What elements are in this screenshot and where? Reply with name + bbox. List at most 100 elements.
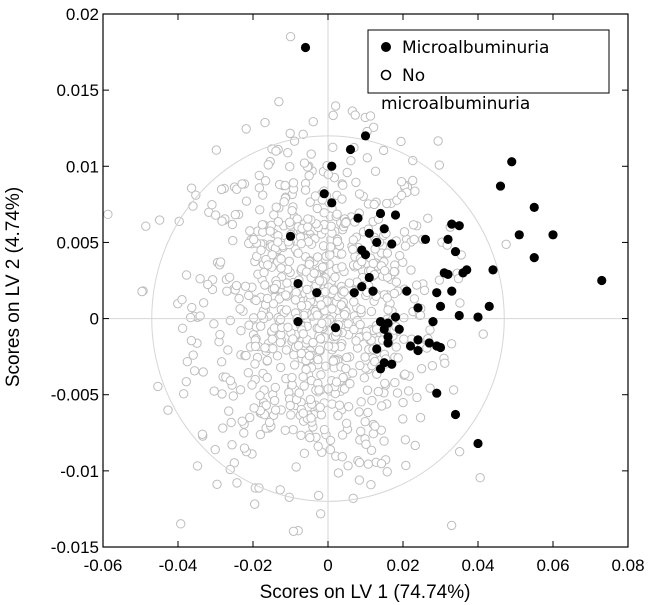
no-microalbuminuria-point xyxy=(255,429,266,440)
no-microalbuminuria-point xyxy=(290,295,301,305)
no-microalbuminuria-point xyxy=(261,400,271,410)
no-microalbuminuria-point xyxy=(344,278,355,288)
x-tick-label: -0.06 xyxy=(84,556,123,575)
no-microalbuminuria-point xyxy=(316,300,326,310)
no-microalbuminuria-point xyxy=(327,304,337,314)
microalbuminuria-point xyxy=(345,144,356,155)
no-microalbuminuria-point xyxy=(141,221,151,231)
no-microalbuminuria-point xyxy=(276,263,286,273)
no-microalbuminuria-point xyxy=(368,429,379,439)
no-microalbuminuria-point xyxy=(341,418,352,428)
microalbuminuria-point xyxy=(330,323,341,333)
no-microalbuminuria-point xyxy=(239,443,250,453)
no-microalbuminuria-point xyxy=(399,334,409,344)
no-microalbuminuria-point xyxy=(299,381,309,391)
no-microalbuminuria-point xyxy=(411,280,422,290)
no-microalbuminuria-point xyxy=(275,314,286,325)
microalbuminuria-point xyxy=(484,301,494,311)
legend-label-microalbuminuria: Microalbuminuria xyxy=(402,38,549,58)
microalbuminuria-point xyxy=(357,245,367,255)
no-microalbuminuria-point xyxy=(366,445,377,456)
microalbuminuria-point xyxy=(375,208,386,219)
y-axis-title: Scores on LV 2 (4.74%) xyxy=(3,187,24,387)
no-microalbuminuria-point xyxy=(379,265,390,276)
no-microalbuminuria-point xyxy=(382,467,392,477)
no-microalbuminuria-point xyxy=(446,520,457,531)
no-microalbuminuria-point xyxy=(376,401,387,411)
no-microalbuminuria-point xyxy=(249,499,260,509)
microalbuminuria-point xyxy=(375,317,386,327)
no-microalbuminuria-point xyxy=(355,360,365,371)
no-microalbuminuria-point xyxy=(410,440,420,451)
no-microalbuminuria-point xyxy=(389,266,399,277)
no-microalbuminuria-point xyxy=(348,235,359,245)
microalbuminuria-point xyxy=(379,324,389,334)
no-microalbuminuria-point xyxy=(289,350,299,360)
no-microalbuminuria-point xyxy=(285,31,296,42)
no-microalbuminuria-point xyxy=(216,184,227,195)
no-microalbuminuria-point xyxy=(256,310,267,320)
no-microalbuminuria-point xyxy=(224,272,235,282)
no-microalbuminuria-point xyxy=(251,295,261,306)
no-microalbuminuria-point xyxy=(211,145,222,155)
no-microalbuminuria-point xyxy=(354,457,365,468)
no-microalbuminuria-point xyxy=(325,250,335,260)
no-microalbuminuria-point xyxy=(163,405,173,415)
no-microalbuminuria-point xyxy=(354,407,364,417)
no-microalbuminuria-point xyxy=(362,153,373,163)
no-microalbuminuria-point xyxy=(328,110,338,121)
no-microalbuminuria-point xyxy=(367,395,377,406)
no-microalbuminuria-point xyxy=(371,324,382,334)
no-microalbuminuria-point xyxy=(305,394,316,405)
no-microalbuminuria-point xyxy=(178,389,189,399)
no-microalbuminuria-point xyxy=(259,267,269,278)
no-microalbuminuria-point xyxy=(398,414,408,424)
microalbuminuria-point xyxy=(349,288,359,298)
no-microalbuminuria-point xyxy=(195,274,205,284)
microalbuminuria-point xyxy=(413,345,423,356)
no-microalbuminuria-point xyxy=(315,509,326,519)
no-microalbuminuria-point xyxy=(187,302,197,313)
no-microalbuminuria-point xyxy=(281,345,292,355)
microalbuminuria-point xyxy=(357,281,367,292)
no-microalbuminuria-point xyxy=(271,146,281,156)
no-microalbuminuria-point xyxy=(348,244,358,254)
x-tick-label: 0.04 xyxy=(461,556,494,575)
no-microalbuminuria-point xyxy=(378,145,389,156)
microalbuminuria-point xyxy=(327,198,337,208)
no-microalbuminuria-point xyxy=(401,460,411,471)
no-microalbuminuria-point xyxy=(257,219,268,230)
no-microalbuminuria-point xyxy=(309,268,319,278)
microalbuminuria-point xyxy=(327,161,337,171)
no-microalbuminuria-point xyxy=(153,381,163,392)
no-microalbuminuria-point xyxy=(234,293,244,304)
microalbuminuria-point xyxy=(394,324,404,334)
microalbuminuria-point xyxy=(368,286,378,296)
no-microalbuminuria-point xyxy=(248,313,259,323)
x-tick-label: -0.04 xyxy=(159,556,198,575)
no-microalbuminuria-point xyxy=(325,445,336,455)
no-microalbuminuria-point xyxy=(271,202,281,212)
no-microalbuminuria-point xyxy=(366,480,376,490)
no-microalbuminuria-point xyxy=(400,241,411,251)
no-microalbuminuria-point xyxy=(250,359,260,369)
no-microalbuminuria-point xyxy=(186,183,197,193)
no-microalbuminuria-point xyxy=(406,265,416,275)
no-microalbuminuria-point xyxy=(329,285,339,295)
no-microalbuminuria-point xyxy=(368,122,379,133)
no-microalbuminuria-point xyxy=(316,410,327,420)
no-microalbuminuria-point xyxy=(256,321,266,331)
no-microalbuminuria-point xyxy=(323,341,334,352)
no-microalbuminuria-point xyxy=(250,341,261,352)
x-axis-title: Scores on LV 1 (74.74%) xyxy=(260,582,471,603)
no-microalbuminuria-point xyxy=(235,304,245,314)
no-microalbuminuria-point xyxy=(337,262,347,272)
no-microalbuminuria-point xyxy=(210,210,221,220)
microalbuminuria-point xyxy=(390,312,401,322)
no-microalbuminuria-point xyxy=(356,304,366,315)
no-microalbuminuria-point xyxy=(434,160,445,170)
microalbuminuria-point xyxy=(413,303,423,313)
no-microalbuminuria-point xyxy=(314,385,324,395)
no-microalbuminuria-point xyxy=(263,260,273,270)
